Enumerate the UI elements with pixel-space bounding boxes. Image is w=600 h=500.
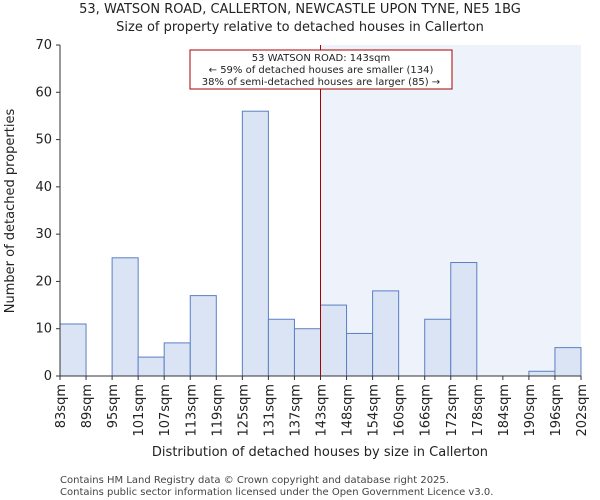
annotation-line1: 53 WATSON ROAD: 143sqm [252,53,390,64]
bar-83sqm [59,323,87,377]
x-axis-label: Distribution of detached houses by size … [152,445,488,460]
annotation-box [189,49,453,90]
bar-107sqm [163,342,191,377]
x-tick-label: 202sqm [575,384,590,437]
y-tick-label: 0 [44,369,52,384]
x-tick-label: 184sqm [497,384,512,437]
bar-172sqm [450,262,478,377]
y-tick-label: 40 [35,180,52,195]
bar-154sqm [372,290,400,377]
y-tick-label: 70 [35,38,52,53]
x-tick-label: 89sqm [80,384,95,428]
x-tick-label: 148sqm [341,384,356,437]
bar-95sqm [111,257,139,377]
x-tick-label: 160sqm [393,384,408,437]
y-tick-label: 60 [35,85,52,100]
chart-title-line2: Size of property relative to detached ho… [116,20,484,35]
annotation-line2: ← 59% of detached houses are smaller (13… [209,65,434,76]
y-tick-label: 20 [35,274,52,289]
x-tick-label: 143sqm [315,384,330,437]
x-tick-label: 178sqm [471,384,486,437]
bar-125sqm [241,110,269,377]
y-tick-label: 30 [35,227,52,242]
y-axis-label: Number of detached properties [3,109,18,314]
bar-113sqm [189,295,217,377]
x-tick-label: 101sqm [132,384,147,437]
x-tick-label: 113sqm [184,384,199,437]
y-tick-label: 10 [35,322,52,337]
x-tick-label: 137sqm [288,384,303,437]
bar-166sqm [424,318,452,377]
x-tick-label: 166sqm [419,384,434,437]
x-tick-label: 196sqm [549,384,564,437]
x-tick-label: 107sqm [158,384,173,437]
bar-190sqm [528,370,556,377]
bar-148sqm [346,332,374,377]
x-tick-label: 154sqm [367,384,382,437]
x-tick-label: 125sqm [236,384,251,437]
x-tick-label: 190sqm [523,384,538,437]
footer-line1: Contains HM Land Registry data © Crown c… [60,475,449,486]
bar-101sqm [137,356,165,377]
y-tick-label: 50 [35,133,52,148]
x-tick-label: 83sqm [54,384,69,428]
bar-143sqm [320,304,348,377]
chart-title-line1: 53, WATSON ROAD, CALLERTON, NEWCASTLE UP… [79,2,521,17]
x-tick-label: 131sqm [262,384,277,437]
bar-196sqm [554,347,582,377]
annotation-line3: 38% of semi-detached houses are larger (… [202,77,440,88]
x-tick-label: 172sqm [445,384,460,437]
bar-131sqm [267,318,295,377]
footer-line2: Contains public sector information licen… [60,487,493,498]
bar-137sqm [293,328,322,377]
x-tick-label: 119sqm [210,384,225,437]
x-tick-label: 95sqm [106,384,121,428]
